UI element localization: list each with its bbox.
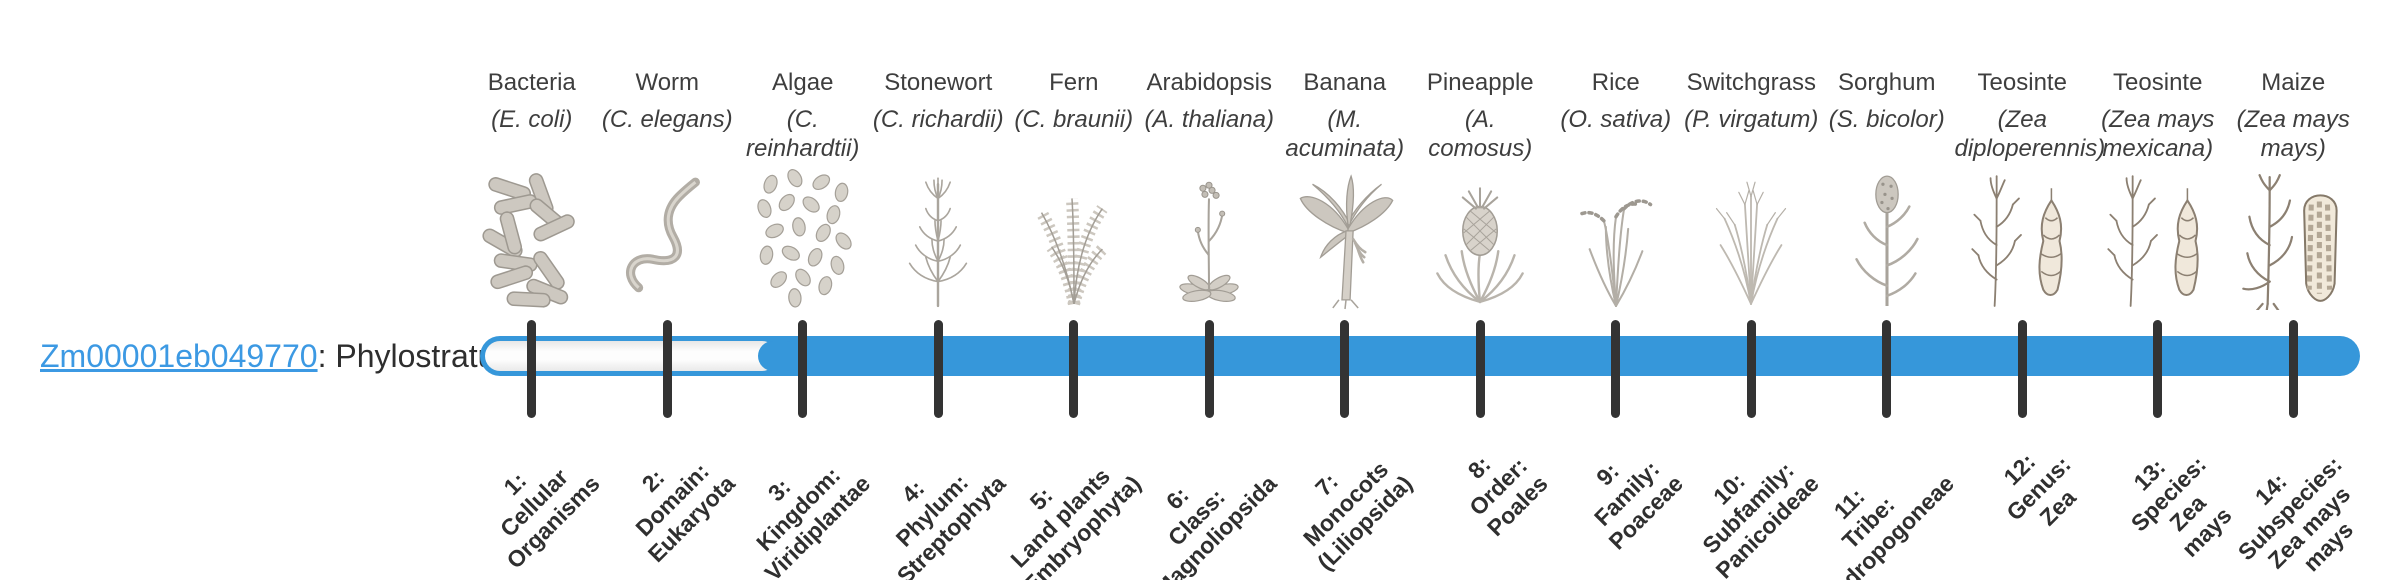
- common-name-label: Arabidopsis: [1146, 69, 1272, 96]
- column-stonewort: Stonewort (C. richardii) 4: Phylum: Stre…: [871, 0, 1011, 580]
- stratum-label: 9: Family: Poaceae: [1589, 455, 1689, 555]
- column-rice: Rice (O. sativa) 9: Family: Poaceae: [1548, 0, 1688, 580]
- column-worm: Worm (C. elegans) 2: Domain: Eukaryota: [600, 0, 740, 580]
- organism-label: Maize (Zea mays mays): [2226, 68, 2362, 163]
- scientific-name-label: (A. comosus): [1428, 106, 1533, 162]
- scientific-name-label: (E. coli): [491, 106, 573, 133]
- timeline-tick: [1746, 320, 1756, 418]
- scientific-name-label: (A. thaliana): [1144, 106, 1274, 133]
- common-name-label: Worm: [635, 69, 700, 96]
- organism-label: Algae (C. reinhardtii): [735, 68, 871, 163]
- scientific-name-label: (C. richardii): [872, 106, 1004, 133]
- timeline-tick: [1611, 320, 1621, 418]
- teosinte-diploperennis-icon: [1957, 168, 2087, 310]
- stratum-label: 3: Kingdom: Viridiplantae: [751, 461, 876, 580]
- column-sorghum: Sorghum (S. bicolor) 11: Tribe: Andropog…: [1816, 0, 1959, 580]
- common-name-label: Stonewort: [884, 69, 993, 96]
- organism-label: Teosinte (Zea mays mexicana): [2090, 68, 2226, 163]
- timeline-tick: [2288, 320, 2298, 418]
- organism-label: Rice (O. sativa): [1548, 68, 1684, 134]
- worm-icon: [602, 168, 732, 310]
- common-name-label: Pineapple: [1426, 69, 1534, 96]
- timeline-tick: [662, 320, 672, 418]
- column-fern: Fern (C. braunii) 5: Land plants (Embryo…: [1006, 0, 1146, 580]
- timeline-tick: [1069, 320, 1079, 418]
- organism-label: Pineapple (A. comosus): [1413, 68, 1549, 163]
- timeline-tick: [527, 320, 537, 418]
- common-name-label: Teosinte: [1977, 69, 2067, 96]
- timeline-tick: [1340, 320, 1350, 418]
- stratum-label: 12: Genus: Zea: [1998, 448, 2081, 531]
- maize-icon: [2228, 168, 2358, 310]
- gene-separator: :: [317, 338, 336, 374]
- timeline-tick: [798, 320, 808, 418]
- column-algae: Algae (C. reinhardtii) 3: Kingdom: Virid…: [735, 0, 875, 580]
- organism-label: Worm (C. elegans): [600, 68, 736, 134]
- timeline-tick: [1882, 320, 1892, 418]
- organism-label: Switchgrass (P. virgatum): [1684, 68, 1820, 134]
- switchgrass-icon: [1686, 168, 1816, 310]
- common-name-label: Teosinte: [2113, 69, 2203, 96]
- algae-icon: [738, 168, 868, 310]
- organism-label: Teosinte (Zea diploperennis): [1954, 68, 2106, 163]
- common-name-label: Fern: [1049, 69, 1099, 96]
- common-name-label: Maize: [2261, 69, 2326, 96]
- stratum-label: 7: Monocots (Liliopsida): [1298, 456, 1418, 576]
- banana-icon: [1280, 168, 1410, 310]
- scientific-name-label: (C. reinhardtii): [746, 106, 860, 162]
- timeline-tick: [933, 320, 943, 418]
- strata-columns: Bacteria (E. coli) 1: Cellular Organisms…: [464, 0, 2361, 580]
- timeline-tick: [2153, 320, 2163, 418]
- timeline-fill-start-cap: [758, 341, 802, 371]
- rice-icon: [1551, 168, 1681, 310]
- organism-label: Arabidopsis (A. thaliana): [1142, 68, 1278, 134]
- sorghum-icon: [1822, 168, 1952, 310]
- timeline-tick: [1204, 320, 1214, 418]
- organism-label: Stonewort (C. richardii): [871, 68, 1007, 134]
- bacteria-icon: [467, 168, 597, 310]
- stratum-label: 1: Cellular Organisms: [494, 463, 605, 574]
- teosinte-mexicana-icon: [2093, 168, 2223, 310]
- timeline-tick: [2017, 320, 2027, 418]
- scientific-name-label: (M. acuminata): [1285, 106, 1405, 162]
- organism-label: Bacteria (E. coli): [464, 68, 600, 134]
- scientific-name-label: (Zea mays mexicana): [2101, 106, 2215, 162]
- common-name-label: Bacteria: [487, 69, 576, 96]
- organism-label: Sorghum (S. bicolor): [1819, 68, 1955, 134]
- stratum-label: 2: Domain: Eukaryota: [630, 457, 740, 568]
- organism-label: Banana (M. acuminata): [1277, 68, 1413, 163]
- common-name-label: Rice: [1591, 69, 1640, 96]
- scientific-name-label: (C. braunii): [1014, 106, 1134, 133]
- column-teosinte-mexicana: Teosinte (Zea mays mexicana) 13: Species…: [2090, 0, 2237, 580]
- common-name-label: Banana: [1303, 69, 1387, 96]
- column-banana: Banana (M. acuminata) 7: Monocots (Lilio…: [1277, 0, 1417, 580]
- common-name-label: Algae: [772, 69, 834, 96]
- scientific-name-label: (P. virgatum): [1684, 106, 1819, 133]
- gene-link[interactable]: Zm00001eb049770: [40, 338, 318, 374]
- stonewort-icon: [873, 168, 1003, 310]
- column-teosinte-diploperennis: Teosinte (Zea diploperennis) 12: Genus: …: [1954, 0, 2106, 580]
- pineapple-icon: [1415, 168, 1545, 310]
- scientific-name-label: (C. elegans): [601, 106, 733, 133]
- column-bacteria: Bacteria (E. coli) 1: Cellular Organisms: [464, 0, 604, 580]
- scientific-name-label: (Zea mays mays): [2236, 106, 2350, 162]
- organism-label: Fern (C. braunii): [1006, 68, 1142, 134]
- common-name-label: Sorghum: [1838, 69, 1936, 96]
- arabidopsis-icon: [1144, 168, 1274, 310]
- fern-icon: [1009, 168, 1139, 310]
- stratum-label: 8: Order: Poales: [1462, 450, 1553, 542]
- scientific-name-label: (O. sativa): [1560, 106, 1672, 133]
- column-maize: Maize (Zea mays mays) 14: Subspecies: Ze…: [2226, 0, 2362, 580]
- column-switchgrass: Switchgrass (P. virgatum) 10: Subfamily:…: [1684, 0, 1824, 580]
- column-pineapple: Pineapple (A. comosus) 8: Order: Poales: [1413, 0, 1553, 580]
- column-arabidopsis: Arabidopsis (A. thaliana) 6: Class: Magn…: [1142, 0, 1282, 580]
- timeline-tick: [1475, 320, 1485, 418]
- scientific-name-label: (Zea diploperennis): [1954, 106, 2106, 162]
- stratum-label: 14: Subspecies: Zea mays mays: [2232, 451, 2358, 577]
- scientific-name-label: (S. bicolor): [1828, 106, 1945, 133]
- common-name-label: Switchgrass: [1686, 69, 1816, 96]
